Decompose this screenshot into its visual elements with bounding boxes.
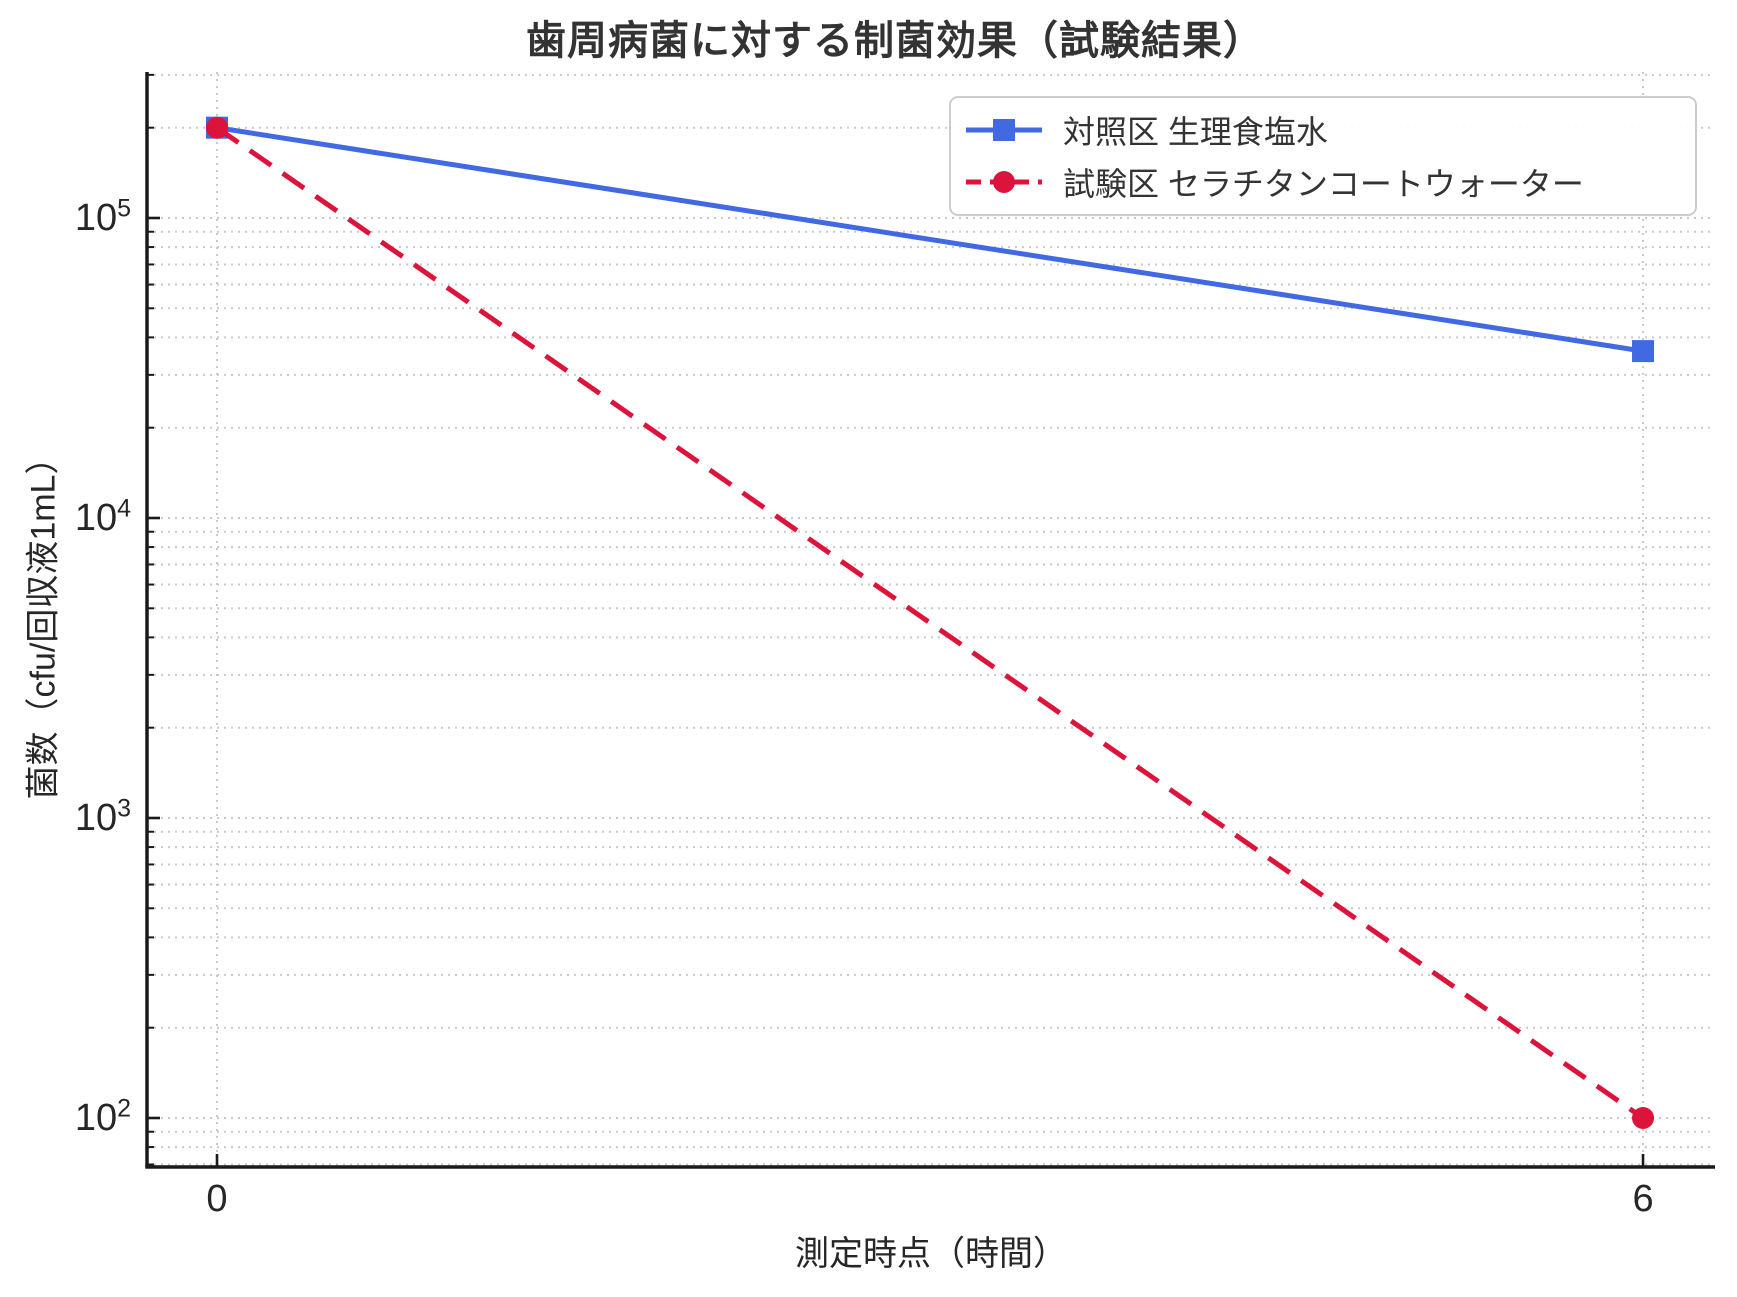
x-tick-label-6: 6 bbox=[1632, 1178, 1654, 1220]
y-tick-label-10e3: 103 bbox=[74, 794, 131, 839]
legend-item-control: 対照区 生理食塩水 bbox=[963, 107, 1683, 153]
legend-line-sample-dashed-circle-icon bbox=[966, 170, 1042, 193]
axes-spines bbox=[145, 72, 1715, 1169]
legend-item-test: 試験区 セラチタンコートウォーター bbox=[963, 159, 1683, 205]
legend-line-sample-solid-square-icon bbox=[966, 119, 1042, 142]
series-line-0 bbox=[216, 125, 1644, 354]
legend: 対照区 生理食塩水 試験区 セラチタンコートウォーター bbox=[949, 96, 1697, 216]
data-series bbox=[206, 116, 1655, 1129]
data-point-marker bbox=[1632, 340, 1655, 363]
data-point-marker bbox=[206, 116, 228, 139]
axis-ticks bbox=[147, 73, 1645, 1167]
gridlines bbox=[147, 72, 1715, 1167]
chart-title: 歯周病菌に対する制菌効果（試験結果） bbox=[526, 19, 1264, 63]
y-tick-label-10e2: 102 bbox=[74, 1094, 131, 1139]
series-line-1 bbox=[215, 125, 1645, 1121]
legend-label-test: 試験区 セラチタンコートウォーター bbox=[1063, 165, 1584, 202]
x-axis-label: 測定時点（時間） bbox=[795, 1235, 1067, 1273]
y-tick-label-10e4: 104 bbox=[74, 494, 131, 539]
y-tick-label-10e5: 105 bbox=[74, 194, 131, 239]
legend-label-control: 対照区 生理食塩水 bbox=[1063, 114, 1328, 151]
data-point-marker bbox=[1632, 1107, 1655, 1129]
x-tick-label-0: 0 bbox=[206, 1178, 228, 1220]
